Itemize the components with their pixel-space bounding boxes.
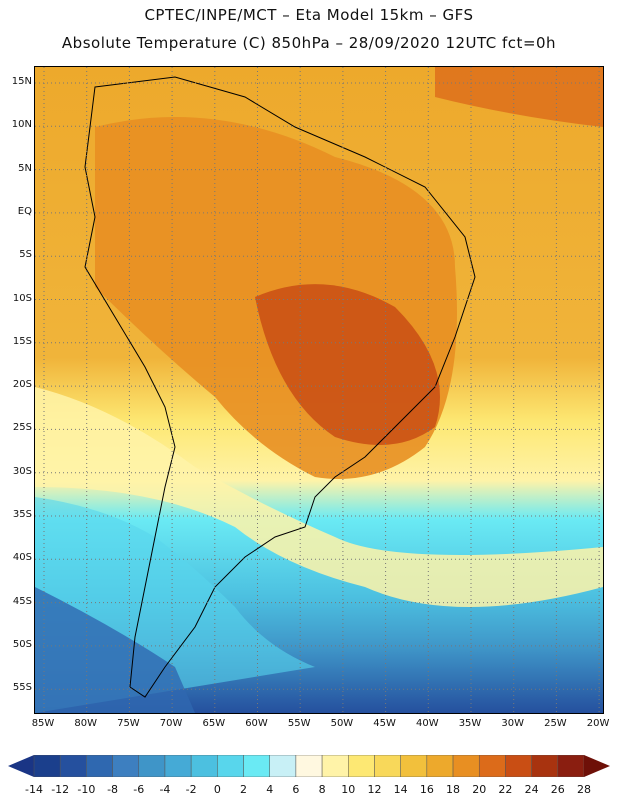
lon-label: 85W <box>31 718 55 729</box>
map-canvas <box>35 67 603 713</box>
colorbar-tick-label: -12 <box>51 783 70 796</box>
colorbar-tick-label: 4 <box>266 783 274 796</box>
colorbar-swatch <box>86 755 113 777</box>
lon-label: 25W <box>544 718 567 729</box>
colorbar-tick-label: -8 <box>107 783 119 796</box>
colorbar-swatch <box>531 755 559 777</box>
colorbar-under-triangle <box>8 755 34 777</box>
colorbar-tick-label: 10 <box>341 783 356 796</box>
lat-label: 15S <box>12 335 32 347</box>
lon-label: 35W <box>458 718 482 729</box>
hot-core-region <box>255 284 440 445</box>
colorbar-tick-label: 24 <box>524 783 539 796</box>
lon-label: 40W <box>415 718 439 729</box>
colorbar-tick-label: 22 <box>498 783 513 796</box>
lon-label: 55W <box>287 718 311 729</box>
colorbar-tick-label: 12 <box>367 783 382 796</box>
colorbar-swatch <box>217 755 244 777</box>
lat-label: 30S <box>12 465 32 477</box>
lon-label: 80W <box>74 718 97 729</box>
warm-ocean-region <box>435 67 603 127</box>
colorbar-tick-label: 0 <box>213 783 221 796</box>
colorbar-swatch <box>33 755 61 777</box>
lon-label: 45W <box>373 718 396 729</box>
lat-label: 25S <box>12 422 32 434</box>
colorbar-tick-label: -10 <box>77 783 96 796</box>
lon-label: 65W <box>202 718 226 729</box>
colorbar-tick-label: 16 <box>419 783 434 796</box>
lat-label: 50S <box>12 638 32 650</box>
colorbar-swatch <box>400 755 428 777</box>
graticule <box>35 67 603 713</box>
colorbar-swatch <box>321 755 349 777</box>
colorbar-swatch <box>112 755 140 777</box>
colorbar-tick-label: 20 <box>472 783 487 796</box>
colorbar-swatch <box>478 755 506 777</box>
colorbar-swatch <box>557 755 585 777</box>
colorbar-tick-label: -2 <box>185 783 197 796</box>
colorbar-tick-label: 18 <box>446 783 461 796</box>
lat-label: EQ <box>17 205 32 217</box>
lat-label: 20S <box>12 379 32 391</box>
lat-label: 15N <box>11 76 32 87</box>
colorbar-swatch <box>59 755 87 777</box>
mild-region <box>35 387 603 607</box>
colorbar-tick-label: 2 <box>240 783 248 796</box>
lat-label: 35S <box>12 509 32 520</box>
colorbar-tick-label: 14 <box>393 783 408 796</box>
colorbar-swatch <box>348 755 375 777</box>
continent-outline <box>84 76 476 698</box>
lat-label: 10N <box>11 119 32 131</box>
lon-label: 20W <box>586 718 610 729</box>
colorbar-swatch <box>295 755 323 777</box>
colorbar-over-triangle <box>584 755 610 777</box>
colorbar-swatch <box>190 755 218 777</box>
lon-label: 70W <box>159 718 183 729</box>
lat-label: 40S <box>12 552 32 564</box>
map-subtitle: Absolute Temperature (C) 850hPa – 28/09/… <box>61 34 557 52</box>
colorbar-swatch <box>269 755 297 777</box>
lat-label: 55S <box>12 682 32 694</box>
colorbar-tick-label: 28 <box>577 783 591 796</box>
colorbar-tick-label: -4 <box>159 783 171 796</box>
lon-label: 75W <box>117 718 140 729</box>
lon-label: 30W <box>501 718 524 729</box>
colorbar-tick-label: 8 <box>318 783 326 796</box>
colorbar-tick-label: 26 <box>550 783 565 796</box>
colorbar-swatch <box>243 755 270 777</box>
colorbar <box>8 755 610 777</box>
colorbar-swatch <box>138 755 166 777</box>
colorbar-tick-label: -14 <box>25 783 43 796</box>
lat-label: 45S <box>12 595 32 607</box>
colorbar-tick-label: -6 <box>133 783 145 796</box>
lat-label: 10S <box>12 292 32 304</box>
colorbar-swatch <box>452 755 480 777</box>
colorbar-swatch <box>505 755 532 777</box>
lat-label: 5N <box>18 162 32 174</box>
colorbar-swatch <box>164 755 192 777</box>
lon-label: 50W <box>330 718 354 729</box>
colorbar-swatch <box>426 755 454 777</box>
lat-label: 5S <box>19 249 32 261</box>
map-title: CPTEC/INPE/MCT – Eta Model 15km – GFS <box>144 6 474 24</box>
lon-label: 60W <box>245 718 268 729</box>
temperature-map <box>34 66 604 714</box>
colorbar-swatch <box>374 755 401 777</box>
colorbar-tick-label: 6 <box>292 783 300 796</box>
